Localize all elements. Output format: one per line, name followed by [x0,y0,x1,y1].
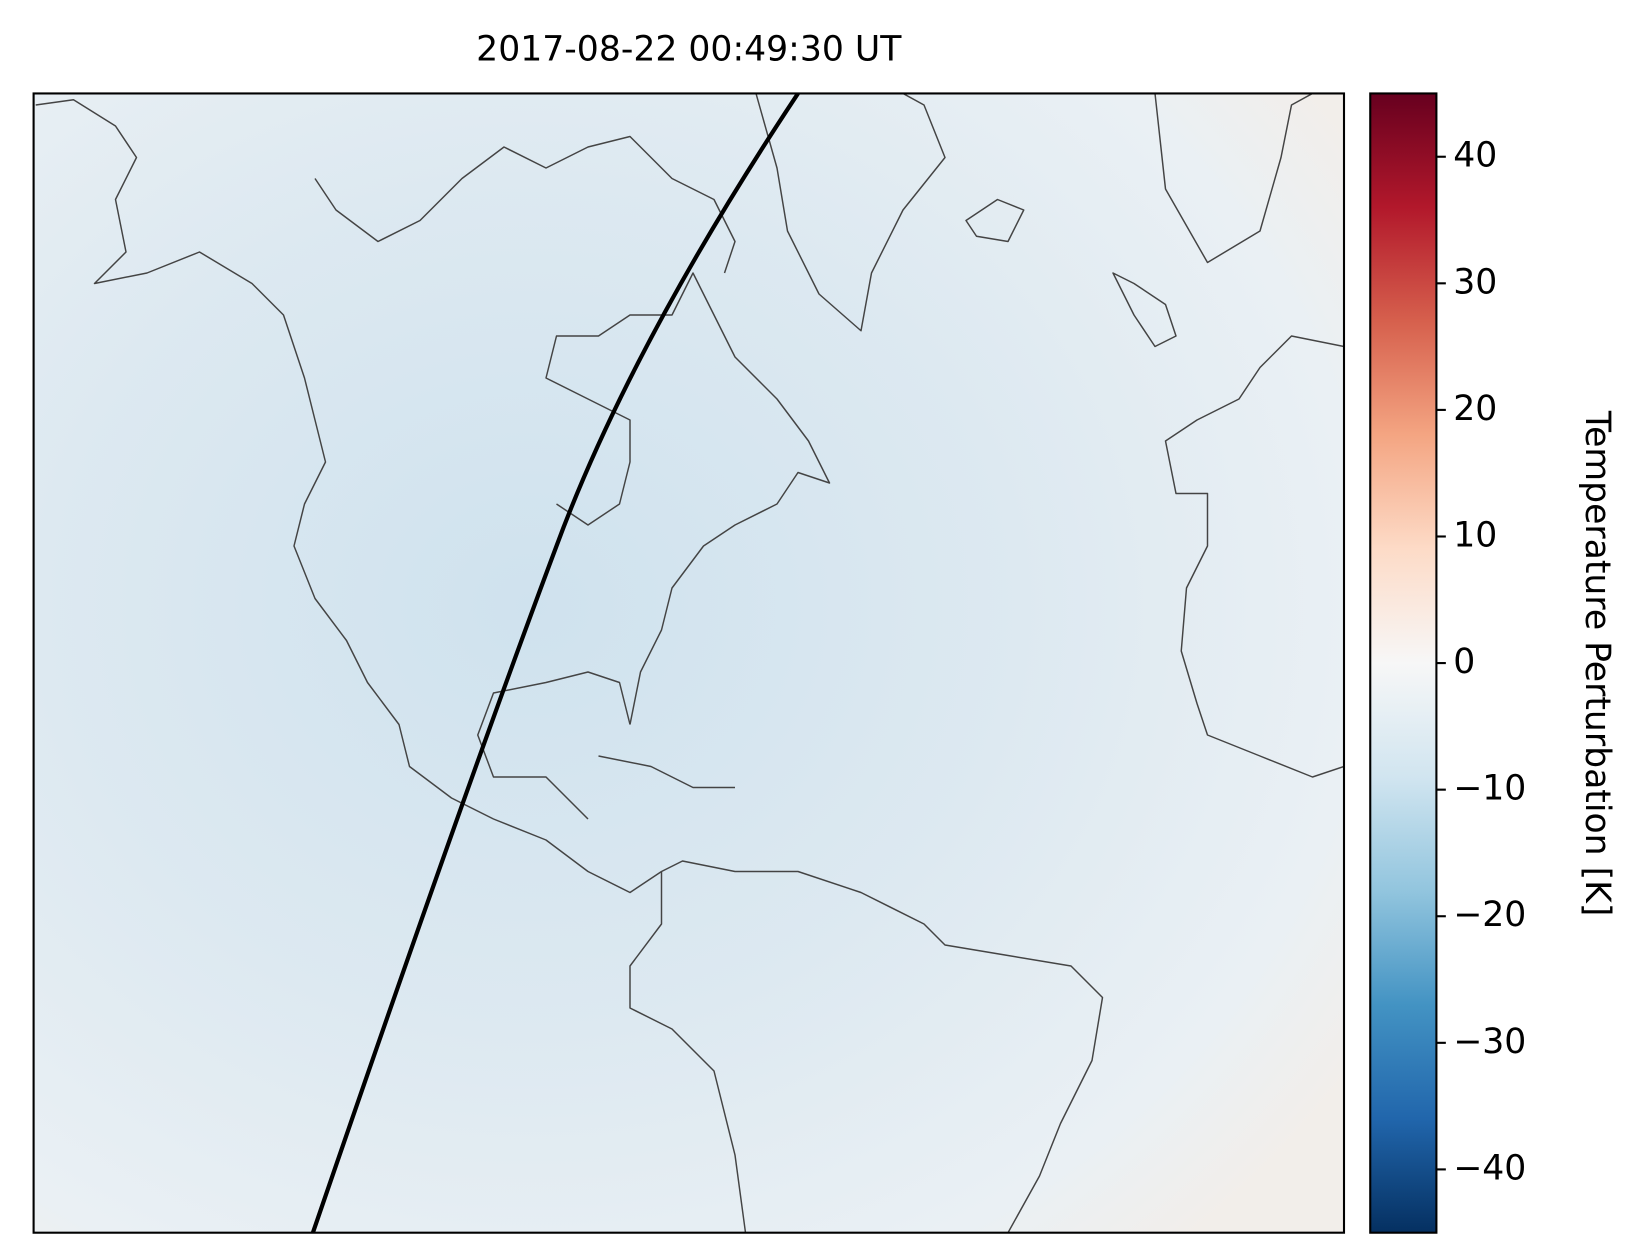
coastline [598,755,735,789]
colorbar-tick-label: −10 [1453,769,1526,809]
coastline [477,671,631,820]
coastline [545,272,831,725]
coastline [629,871,747,1233]
colorbar: −40 −30 −20 −10 0 10 20 30 40 [1369,92,1526,1234]
coastline [965,198,1025,243]
colorbar-tick-label: −40 [1453,1148,1526,1188]
terminator-line [310,93,800,1233]
map-title: 2017-08-22 00:49:30 UT [476,29,902,69]
colorbar-ramp [1369,92,1438,1234]
map [33,93,1344,1233]
colorbar-tick-label: 10 [1453,515,1497,555]
colorbar-tick-label: 30 [1453,262,1497,302]
coastline [1154,93,1313,264]
coastline [1112,272,1177,348]
colorbar-tick-label: 40 [1453,136,1497,176]
colorbar-tick-label: −30 [1453,1022,1526,1062]
colorbar-tick-label: 20 [1453,389,1497,429]
perturbation-field [33,93,1344,1233]
coastline [35,99,1104,1233]
colorbar-tick-label: −20 [1453,895,1526,935]
coastline [755,93,946,332]
coastline [1164,335,1344,778]
coastline [314,135,736,274]
colorbar-tick-label: 0 [1453,642,1475,682]
colorbar-label: Temperature Perturbation [K] [1577,410,1617,917]
map-frame [32,92,1346,1234]
